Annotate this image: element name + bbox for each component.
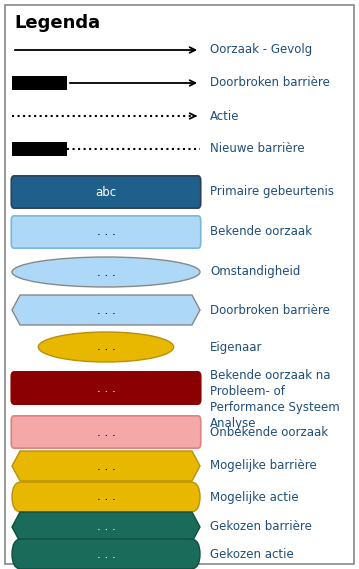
Text: Actie: Actie (210, 109, 239, 122)
Bar (12, 142, 67, 156)
Text: Onbekende oorzaak: Onbekende oorzaak (210, 426, 328, 439)
Text: . . .: . . . (97, 225, 115, 238)
FancyBboxPatch shape (11, 216, 201, 248)
Text: . . .: . . . (97, 266, 115, 278)
Bar (12, 76, 67, 90)
FancyBboxPatch shape (12, 482, 200, 512)
Text: Doorbroken barrière: Doorbroken barrière (210, 76, 330, 89)
Text: . . .: . . . (97, 490, 115, 504)
Polygon shape (12, 295, 200, 325)
Polygon shape (12, 451, 200, 481)
Text: . . .: . . . (97, 303, 115, 316)
FancyBboxPatch shape (11, 416, 201, 448)
Text: . . .: . . . (97, 426, 115, 439)
Text: Bekende oorzaak: Bekende oorzaak (210, 225, 312, 238)
Text: Gekozen barrière: Gekozen barrière (210, 521, 312, 534)
Text: . . .: . . . (97, 521, 115, 534)
FancyBboxPatch shape (12, 539, 200, 569)
Text: Legenda: Legenda (14, 14, 101, 32)
Text: Nieuwe barrière: Nieuwe barrière (210, 142, 305, 155)
Text: . . .: . . . (97, 460, 115, 472)
Text: Mogelijke barrière: Mogelijke barrière (210, 460, 317, 472)
Text: . . .: . . . (97, 340, 115, 353)
Ellipse shape (12, 257, 200, 287)
Text: Eigenaar: Eigenaar (210, 340, 262, 353)
Text: . . .: . . . (97, 381, 115, 394)
FancyBboxPatch shape (11, 176, 201, 208)
Text: Omstandigheid: Omstandigheid (210, 266, 300, 278)
Text: Primaire gebeurtenis: Primaire gebeurtenis (210, 185, 334, 199)
Text: Oorzaak - Gevolg: Oorzaak - Gevolg (210, 43, 312, 56)
FancyBboxPatch shape (11, 372, 201, 404)
Text: Mogelijke actie: Mogelijke actie (210, 490, 299, 504)
Polygon shape (12, 512, 200, 542)
Text: Bekende oorzaak na
Probleem- of
Performance Systeem
Analyse: Bekende oorzaak na Probleem- of Performa… (210, 369, 340, 430)
Text: abc: abc (95, 185, 117, 199)
Text: . . .: . . . (97, 547, 115, 560)
Ellipse shape (38, 332, 174, 362)
Text: Gekozen actie: Gekozen actie (210, 547, 294, 560)
Text: Doorbroken barrière: Doorbroken barrière (210, 303, 330, 316)
